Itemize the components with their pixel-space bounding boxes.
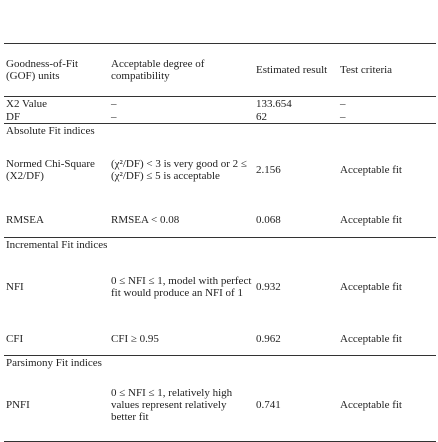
cell: 0.068 (256, 213, 281, 226)
header-cell: Acceptable degree of compatibility (109, 43, 254, 97)
header-row: Goodness-of-Fit (GOF) units Acceptable de… (4, 43, 436, 97)
section-row: Absolute Fit indices (4, 123, 436, 137)
cell: Acceptable fit (340, 281, 402, 293)
header-cell: Estimated result (254, 43, 338, 97)
section-title: Absolute Fit indices (4, 123, 436, 137)
cell: – (111, 110, 117, 123)
cell: Acceptable fit (340, 333, 402, 345)
cell: PNFI (4, 369, 109, 442)
cell: 62 (256, 110, 267, 123)
cell: 2.156 (256, 163, 281, 176)
header-cell: Test criteria (338, 43, 436, 97)
cell: – (340, 110, 346, 123)
cell: RMSEA (6, 213, 44, 226)
cell: X2 Value (6, 97, 48, 110)
cell: Acceptable fit (340, 163, 402, 176)
section-title: Parsimony Fit indices (4, 355, 436, 369)
section-row: Parsimony Fit indices (4, 355, 436, 369)
cell: 0 ≤ NFI ≤ 1, relatively high values repr… (109, 369, 254, 442)
data-row: CFI CFI ≥ 0.95 0.962 Acceptable fit (4, 323, 436, 356)
cell: CFI (6, 333, 24, 345)
cell: CFI ≥ 0.95 (111, 333, 159, 345)
section-title: Incremental Fit indices (4, 237, 436, 251)
cell: Acceptable fit (340, 213, 402, 226)
cell: Normed Chi-Square (X2/DF) (6, 157, 95, 182)
cell: Acceptable fit (338, 369, 436, 442)
cell: RMSEA < 0.08 (111, 213, 180, 226)
cell: 133.654 (256, 97, 292, 110)
data-row: NFI 0 ≤ NFI ≤ 1, model with perfect fit w… (4, 251, 436, 323)
cell: 0.962 (256, 333, 281, 345)
cell: NFI (6, 281, 24, 293)
data-row: Normed Chi-Square (X2/DF) (χ²/DF) < 3 is … (4, 137, 436, 202)
cell: 0.932 (256, 281, 281, 293)
cell: – (340, 97, 346, 110)
data-row: PNFI 0 ≤ NFI ≤ 1, relatively high values … (4, 369, 436, 442)
data-row: X2 Value – 133.654 – (4, 97, 436, 111)
section-row: Incremental Fit indices (4, 237, 436, 251)
header-cell: Goodness-of-Fit (GOF) units (4, 43, 109, 97)
cell: 0.741 (254, 369, 338, 442)
cell: 0 ≤ NFI ≤ 1, model with perfect fit woul… (111, 275, 252, 299)
cell: DF (6, 110, 21, 123)
gof-table: Goodness-of-Fit (GOF) units Acceptable de… (4, 43, 436, 442)
cell: – (111, 97, 117, 110)
table-body: Goodness-of-Fit (GOF) units Acceptable de… (4, 43, 436, 442)
data-row: DF – 62 – (4, 110, 436, 124)
data-row: RMSEA RMSEA < 0.08 0.068 Acceptable fit (4, 202, 436, 238)
cell: (χ²/DF) < 3 is very good or 2 ≤ (χ²/DF) … (111, 157, 247, 182)
